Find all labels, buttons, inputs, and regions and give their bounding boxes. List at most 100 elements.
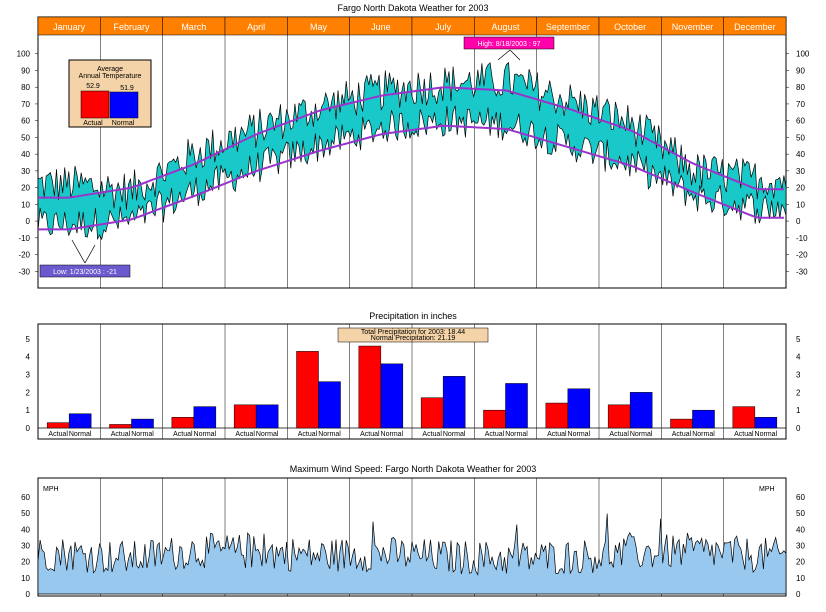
precip-normal-xlabel: Normal [194, 431, 217, 438]
high-annotation-label: High: 8/18/2003 : 97 [477, 41, 540, 48]
wind-chart-title: Maximum Wind Speed: Fargo North Dakota W… [290, 464, 536, 474]
temp-tick-right: 60 [796, 117, 805, 126]
precip-tick-left: 5 [26, 335, 31, 344]
normal-high-curve [38, 86, 784, 199]
temp-tick-left: 80 [21, 83, 30, 92]
inset-normal-bar [109, 91, 139, 119]
precip-normal-xlabel: Normal [443, 431, 466, 438]
precip-normal-xlabel: Normal [256, 431, 279, 438]
precip-actual-bar [483, 409, 506, 429]
precip-chart-title: Precipitation in inches [369, 311, 457, 321]
temp-tick-right: -20 [796, 251, 808, 260]
temp-tick-right: 70 [796, 100, 805, 109]
temp-tick-left: 10 [21, 200, 30, 209]
temp-tick-right: -10 [796, 234, 808, 243]
temp-tick-left: -10 [18, 234, 30, 243]
precip-actual-xlabel: Actual [485, 431, 505, 438]
precip-actual-bar [670, 418, 693, 429]
inset-actual-label: Actual [83, 120, 103, 127]
precip-actual-bar [171, 417, 195, 429]
month-label: January [53, 22, 86, 32]
temp-tick-left: 40 [21, 150, 30, 159]
inset-actual-value: 52.9 [86, 83, 100, 90]
month-label: November [672, 22, 714, 32]
wind-tick-left: 60 [21, 493, 30, 502]
temp-tick-right: 0 [796, 217, 801, 226]
wind-tick-right: 40 [796, 525, 805, 534]
temp-tick-right: 80 [796, 83, 805, 92]
low-annotation: Low: 1/23/2003 : -21 [39, 239, 131, 278]
wind-tick-left: 40 [21, 525, 30, 534]
temp-tick-left: 0 [26, 217, 31, 226]
precip-total-label: Total Precipitation for 2003: 18.44 [361, 329, 465, 336]
precip-normal-xlabel: Normal [505, 431, 528, 438]
precip-actual-bar [420, 397, 444, 429]
precip-normal-bar [131, 418, 154, 429]
precip-actual-bar [233, 404, 257, 429]
month-label: February [113, 22, 150, 32]
temp-tick-left: -20 [18, 251, 30, 260]
precip-normal-xlabel: Normal [568, 431, 591, 438]
precip-normal-bar [193, 406, 217, 429]
temp-tick-right: 100 [796, 50, 810, 59]
month-cell [723, 16, 787, 36]
temp-tick-right: 10 [796, 200, 805, 209]
precip-actual-bar [358, 345, 382, 429]
month-label: August [491, 22, 520, 32]
month-label: April [247, 22, 265, 32]
month-label: May [310, 22, 328, 32]
precip-tick-left: 4 [26, 353, 31, 362]
precip-normal-bar [380, 363, 404, 429]
precip-tick-right: 1 [796, 406, 801, 415]
precip-normal-xlabel: Normal [692, 431, 715, 438]
precip-tick-left: 3 [26, 371, 31, 380]
precip-tick-left: 0 [26, 424, 31, 433]
wind-tick-left: 0 [26, 590, 31, 599]
temp-tick-left: 90 [21, 66, 30, 75]
precip-normal-bar [629, 392, 653, 429]
precip-normal-xlabel: Normal [381, 431, 404, 438]
precip-tick-right: 5 [796, 335, 801, 344]
precip-normal-bar [318, 381, 341, 429]
temp-tick-left: 30 [21, 167, 30, 176]
temp-tick-left: -30 [18, 267, 30, 276]
temp-tick-left: 50 [21, 133, 30, 142]
temp-tick-right: 50 [796, 133, 805, 142]
temp-tick-right: -30 [796, 267, 808, 276]
month-label: June [371, 22, 391, 32]
temperature-y-ticks: -30 -30 -20 -20 -10 -10 0 0 10 10 20 20 30 30 40 40 50 50… [17, 50, 810, 277]
precip-normal-xlabel: Normal [318, 431, 341, 438]
precip-actual-xlabel: Actual [360, 431, 380, 438]
wind-tick-right: 30 [796, 542, 805, 551]
month-label: October [614, 22, 646, 32]
precip-normal-bar [255, 404, 279, 429]
inset-normal-value: 51.9 [120, 85, 134, 92]
wind-tick-right: 10 [796, 574, 805, 583]
inset-title-line2: Annual Temperature [79, 73, 142, 80]
inset-title-line1: Average [97, 66, 123, 73]
precip-normal-xlabel: Normal [69, 431, 92, 438]
temp-tick-left: 20 [21, 184, 30, 193]
low-annotation-label: Low: 1/23/2003 : -21 [53, 269, 117, 276]
precip-normal-xlabel: Normal [755, 431, 778, 438]
precip-normal-label: Normal Precipitation: 21.19 [371, 335, 456, 342]
precip-tick-right: 3 [796, 371, 801, 380]
wind-tick-left: 10 [21, 574, 30, 583]
precip-normal-xlabel: Normal [630, 431, 653, 438]
wind-y-ticks: 0 0 10 10 20 20 30 30 40 40 50 50 60 60 [21, 493, 805, 599]
wind-tick-right: 0 [796, 590, 801, 599]
month-label: September [546, 22, 590, 32]
temp-tick-right: 20 [796, 184, 805, 193]
precip-normal-bar [754, 417, 778, 429]
precip-actual-xlabel: Actual [609, 431, 629, 438]
precip-y-ticks: 0 0 1 1 2 2 3 3 4 4 5 5 [26, 335, 801, 433]
temperature-range-band [37, 61, 787, 241]
precip-actual-xlabel: Actual [298, 431, 318, 438]
precip-actual-bar [607, 404, 631, 429]
month-label: March [181, 22, 206, 32]
inset-normal-label: Normal [112, 120, 135, 127]
precip-tick-right: 4 [796, 353, 801, 362]
wind-tick-left: 50 [21, 509, 30, 518]
temp-tick-right: 40 [796, 150, 805, 159]
